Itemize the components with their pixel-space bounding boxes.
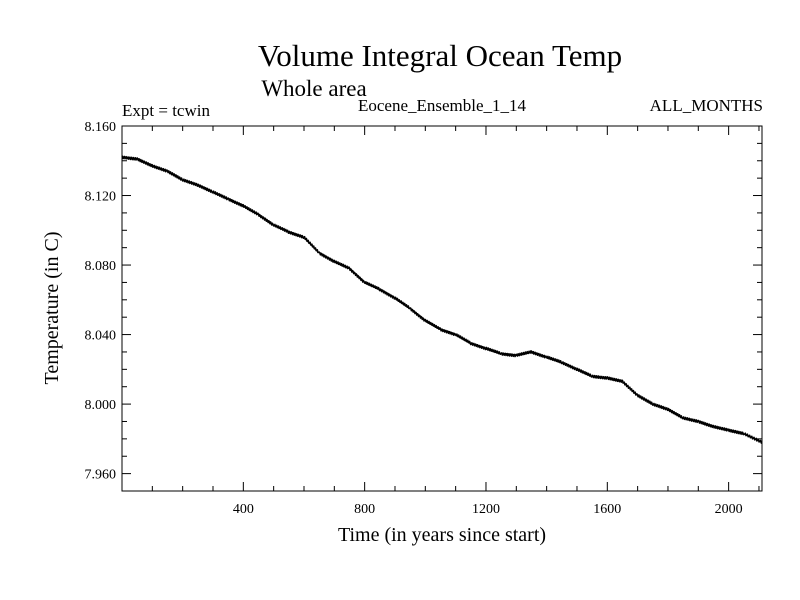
axis-tick-labels: 400 800 1200 1600 2000 7.960 8.000 8.040 8.080 8.… (85, 120, 743, 517)
y-tick-label: 8.120 (85, 190, 117, 205)
header-center: Eocene_Ensemble_1_14 (358, 96, 527, 115)
axis-ticks (122, 126, 762, 491)
y-tick-label: 8.000 (85, 398, 117, 413)
y-axis-label: Temperature (in C) (41, 232, 63, 385)
x-tick-label: 1600 (593, 502, 621, 517)
plot-frame (121, 125, 763, 492)
x-tick-label: 1200 (472, 502, 500, 517)
header-right: ALL_MONTHS (650, 96, 763, 115)
x-tick-label: 400 (233, 502, 254, 517)
y-tick-label: 8.080 (85, 259, 117, 274)
y-tick-label: 8.040 (85, 329, 117, 344)
header-left: Expt = tcwin (122, 101, 210, 120)
x-tick-label: 800 (354, 502, 375, 517)
series-line (121, 155, 763, 444)
x-tick-label: 2000 (715, 502, 743, 517)
y-tick-label: 8.160 (85, 120, 117, 135)
chart-subtitle: Whole area (261, 76, 366, 101)
x-axis-label: Time (in years since start) (338, 524, 546, 546)
y-tick-label: 7.960 (85, 468, 117, 483)
chart-title: Volume Integral Ocean Temp (258, 38, 622, 73)
